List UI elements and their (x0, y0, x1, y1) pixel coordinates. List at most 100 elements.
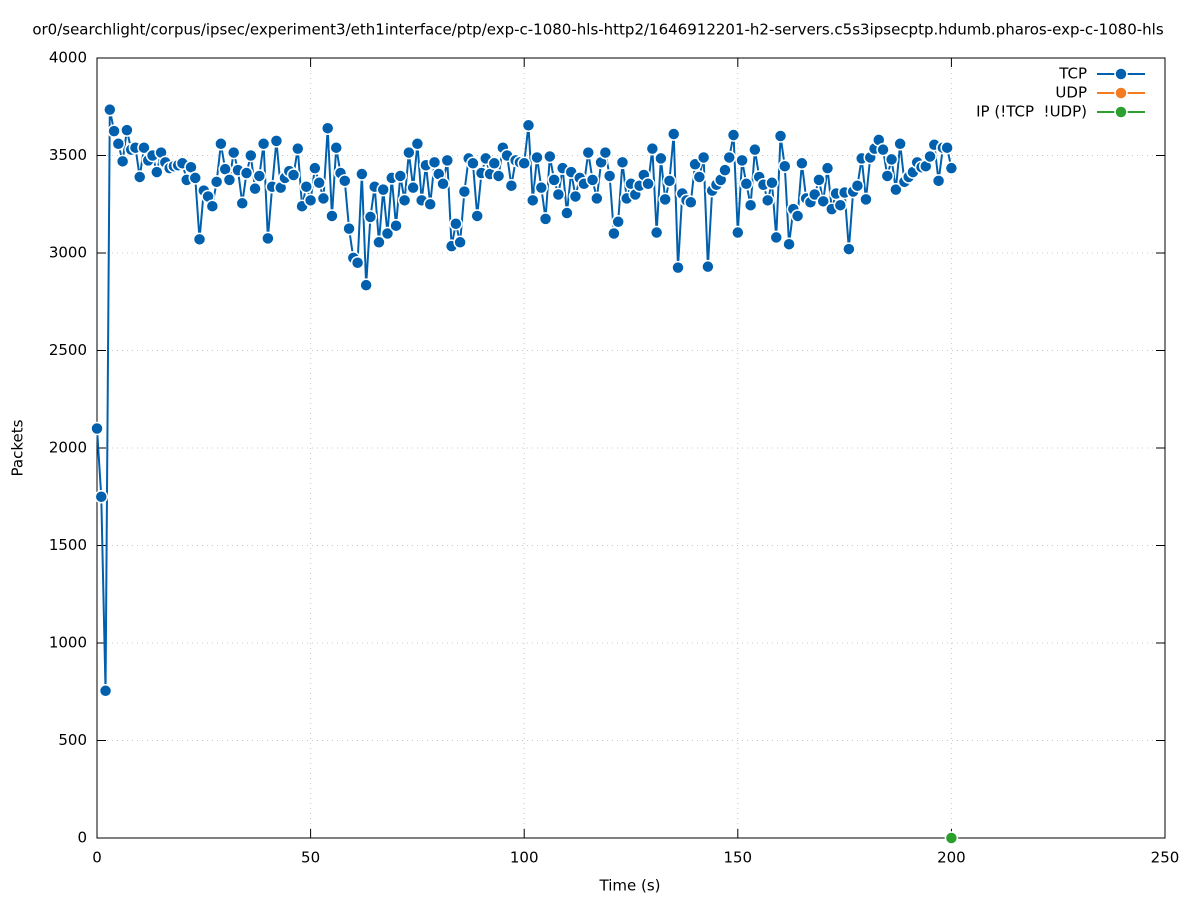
data-point (312, 176, 326, 190)
data-point (94, 490, 109, 504)
data-point (833, 198, 848, 212)
data-point (299, 179, 314, 194)
data-point (666, 127, 681, 141)
x-tick-label: 200 (937, 849, 966, 867)
data-point (735, 153, 749, 168)
data-point (286, 168, 301, 182)
data-point (355, 167, 369, 181)
y-tick-label: 3000 (49, 244, 87, 262)
data-point (338, 174, 352, 188)
data-point (590, 191, 604, 206)
data-point (303, 193, 318, 208)
data-point (645, 141, 660, 156)
data-point (884, 152, 899, 167)
data-point (782, 237, 796, 251)
data-point (671, 260, 685, 275)
data-point (812, 173, 826, 187)
y-tick-label: 2500 (49, 341, 87, 359)
data-point (239, 166, 254, 180)
data-point (893, 137, 907, 151)
data-point (107, 124, 121, 138)
data-point (820, 161, 835, 175)
y-axis-label: Packets (9, 419, 27, 476)
data-point (748, 142, 762, 157)
data-point (214, 137, 228, 151)
data-point (449, 217, 463, 231)
y-tick-label: 4000 (49, 49, 87, 67)
chart-title: or0/searchlight/corpus/ipsec/experiment3… (32, 21, 1164, 39)
data-point (944, 831, 959, 845)
data-point (329, 140, 343, 155)
data-point (842, 242, 856, 256)
data-point (773, 129, 788, 143)
data-point (244, 148, 258, 163)
data-point (402, 145, 416, 160)
data-point (132, 170, 147, 184)
data-point (427, 155, 442, 170)
y-tick-label: 2000 (49, 439, 87, 457)
data-point (684, 195, 698, 210)
data-point (743, 198, 758, 212)
legend-label: TCP (1058, 65, 1087, 83)
data-point (611, 215, 625, 229)
legend-label: IP (!TCP !UDP) (976, 103, 1087, 121)
data-point (252, 169, 267, 183)
x-tick-label: 150 (723, 849, 752, 867)
data-point (316, 191, 331, 206)
data-point (765, 176, 779, 190)
data-point (876, 142, 890, 157)
data-point (641, 177, 655, 191)
data-point (581, 145, 596, 160)
data-point (192, 232, 207, 247)
data-point (393, 169, 408, 183)
data-point (923, 149, 937, 164)
data-point (222, 173, 237, 187)
data-point (585, 173, 600, 187)
data-point (363, 210, 378, 224)
data-point (226, 145, 241, 160)
data-point (342, 221, 356, 236)
data-point (944, 161, 959, 175)
data-point (598, 145, 613, 160)
legend-swatch-marker (1114, 105, 1128, 119)
y-tick-label: 0 (77, 829, 87, 847)
data-point (607, 226, 621, 241)
data-point (525, 193, 540, 208)
data-point (291, 141, 305, 156)
data-point (308, 161, 322, 175)
legend-label: UDP (1055, 84, 1087, 102)
data-point (551, 187, 566, 202)
x-axis-label: Time (s) (599, 877, 661, 895)
data-point (692, 170, 707, 184)
x-tick-label: 0 (92, 849, 102, 867)
y-tick-label: 1500 (49, 536, 87, 554)
data-point (940, 140, 954, 155)
data-point (654, 151, 668, 166)
legend-swatch-marker (1114, 86, 1128, 100)
data-point (760, 193, 775, 208)
data-point (440, 153, 455, 168)
data-point (205, 199, 220, 213)
data-point (718, 163, 732, 177)
data-point (98, 684, 113, 698)
y-tick-label: 1000 (49, 634, 87, 652)
data-point (410, 137, 425, 151)
data-point (397, 193, 412, 208)
data-point (350, 256, 365, 270)
data-point (739, 177, 754, 191)
data-point (359, 278, 373, 292)
legend-swatch-marker (1114, 67, 1128, 81)
data-point (209, 175, 224, 189)
data-point (560, 206, 574, 220)
data-point (816, 194, 830, 209)
data-point (261, 231, 275, 246)
data-point (880, 169, 895, 183)
data-point (90, 421, 104, 436)
data-point (602, 169, 617, 183)
data-point (103, 102, 117, 117)
data-point (568, 189, 583, 204)
data-point (487, 156, 502, 171)
data-point (256, 137, 271, 151)
data-point (795, 156, 809, 171)
